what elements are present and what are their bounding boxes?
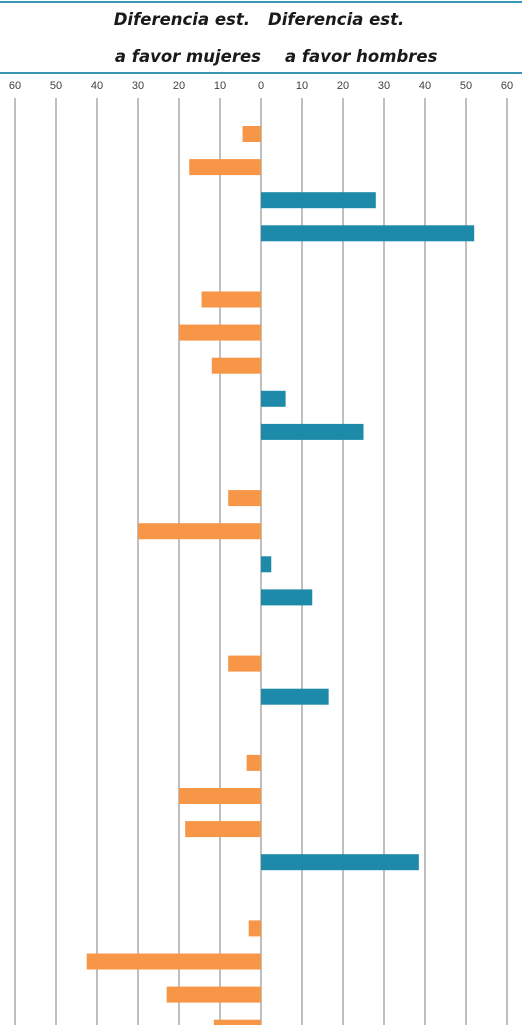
gridlines bbox=[14, 98, 508, 1025]
bar-hombres bbox=[261, 390, 286, 407]
x-tick-label: 30 bbox=[132, 80, 144, 92]
bar-mujeres bbox=[228, 490, 261, 507]
bar-hombres bbox=[261, 854, 419, 871]
x-tick-label: 60 bbox=[9, 80, 21, 92]
bar-hombres bbox=[261, 225, 475, 242]
bars bbox=[86, 126, 475, 1025]
x-tick-labels: 60 50 40 30 20 10 0 10 20 30 40 50 60 bbox=[9, 80, 513, 92]
x-tick-label: 50 bbox=[460, 80, 472, 92]
x-tick-label: 40 bbox=[419, 80, 431, 92]
bar-mujeres bbox=[185, 821, 261, 838]
x-tick-label: 60 bbox=[501, 80, 513, 92]
bar-mujeres bbox=[166, 986, 261, 1003]
bar-mujeres bbox=[138, 523, 261, 540]
bar-mujeres bbox=[86, 953, 261, 970]
bar-mujeres bbox=[179, 788, 261, 804]
x-tick-label: 50 bbox=[50, 80, 62, 92]
header-left-line2: a favor mujeres bbox=[115, 47, 261, 66]
x-tick-label: 20 bbox=[337, 80, 349, 92]
x-tick-label: 40 bbox=[91, 80, 103, 92]
bar-hombres bbox=[261, 192, 376, 209]
bar-hombres bbox=[261, 589, 313, 606]
x-tick-label: 10 bbox=[214, 80, 226, 92]
bar-mujeres bbox=[201, 291, 261, 308]
x-tick-label: 10 bbox=[296, 80, 308, 92]
bar-mujeres bbox=[213, 1019, 261, 1025]
bar-hombres bbox=[261, 688, 329, 705]
x-tick-label: 20 bbox=[173, 80, 185, 92]
x-tick-label: 0 bbox=[258, 80, 264, 92]
header-left-line1: Diferencia est. bbox=[114, 10, 250, 29]
header-right-line2: a favor hombres bbox=[285, 47, 438, 66]
bar-mujeres bbox=[228, 655, 261, 672]
bar-mujeres bbox=[242, 126, 261, 142]
bar-mujeres bbox=[179, 324, 261, 341]
bar-mujeres bbox=[189, 159, 261, 176]
bar-hombres bbox=[261, 423, 364, 440]
header-right-line1: Diferencia est. bbox=[268, 10, 404, 29]
bar-mujeres bbox=[248, 920, 261, 937]
x-tick-label: 30 bbox=[378, 80, 390, 92]
bar-mujeres bbox=[246, 754, 261, 771]
bar-hombres bbox=[261, 556, 272, 573]
bar-mujeres bbox=[211, 357, 261, 374]
